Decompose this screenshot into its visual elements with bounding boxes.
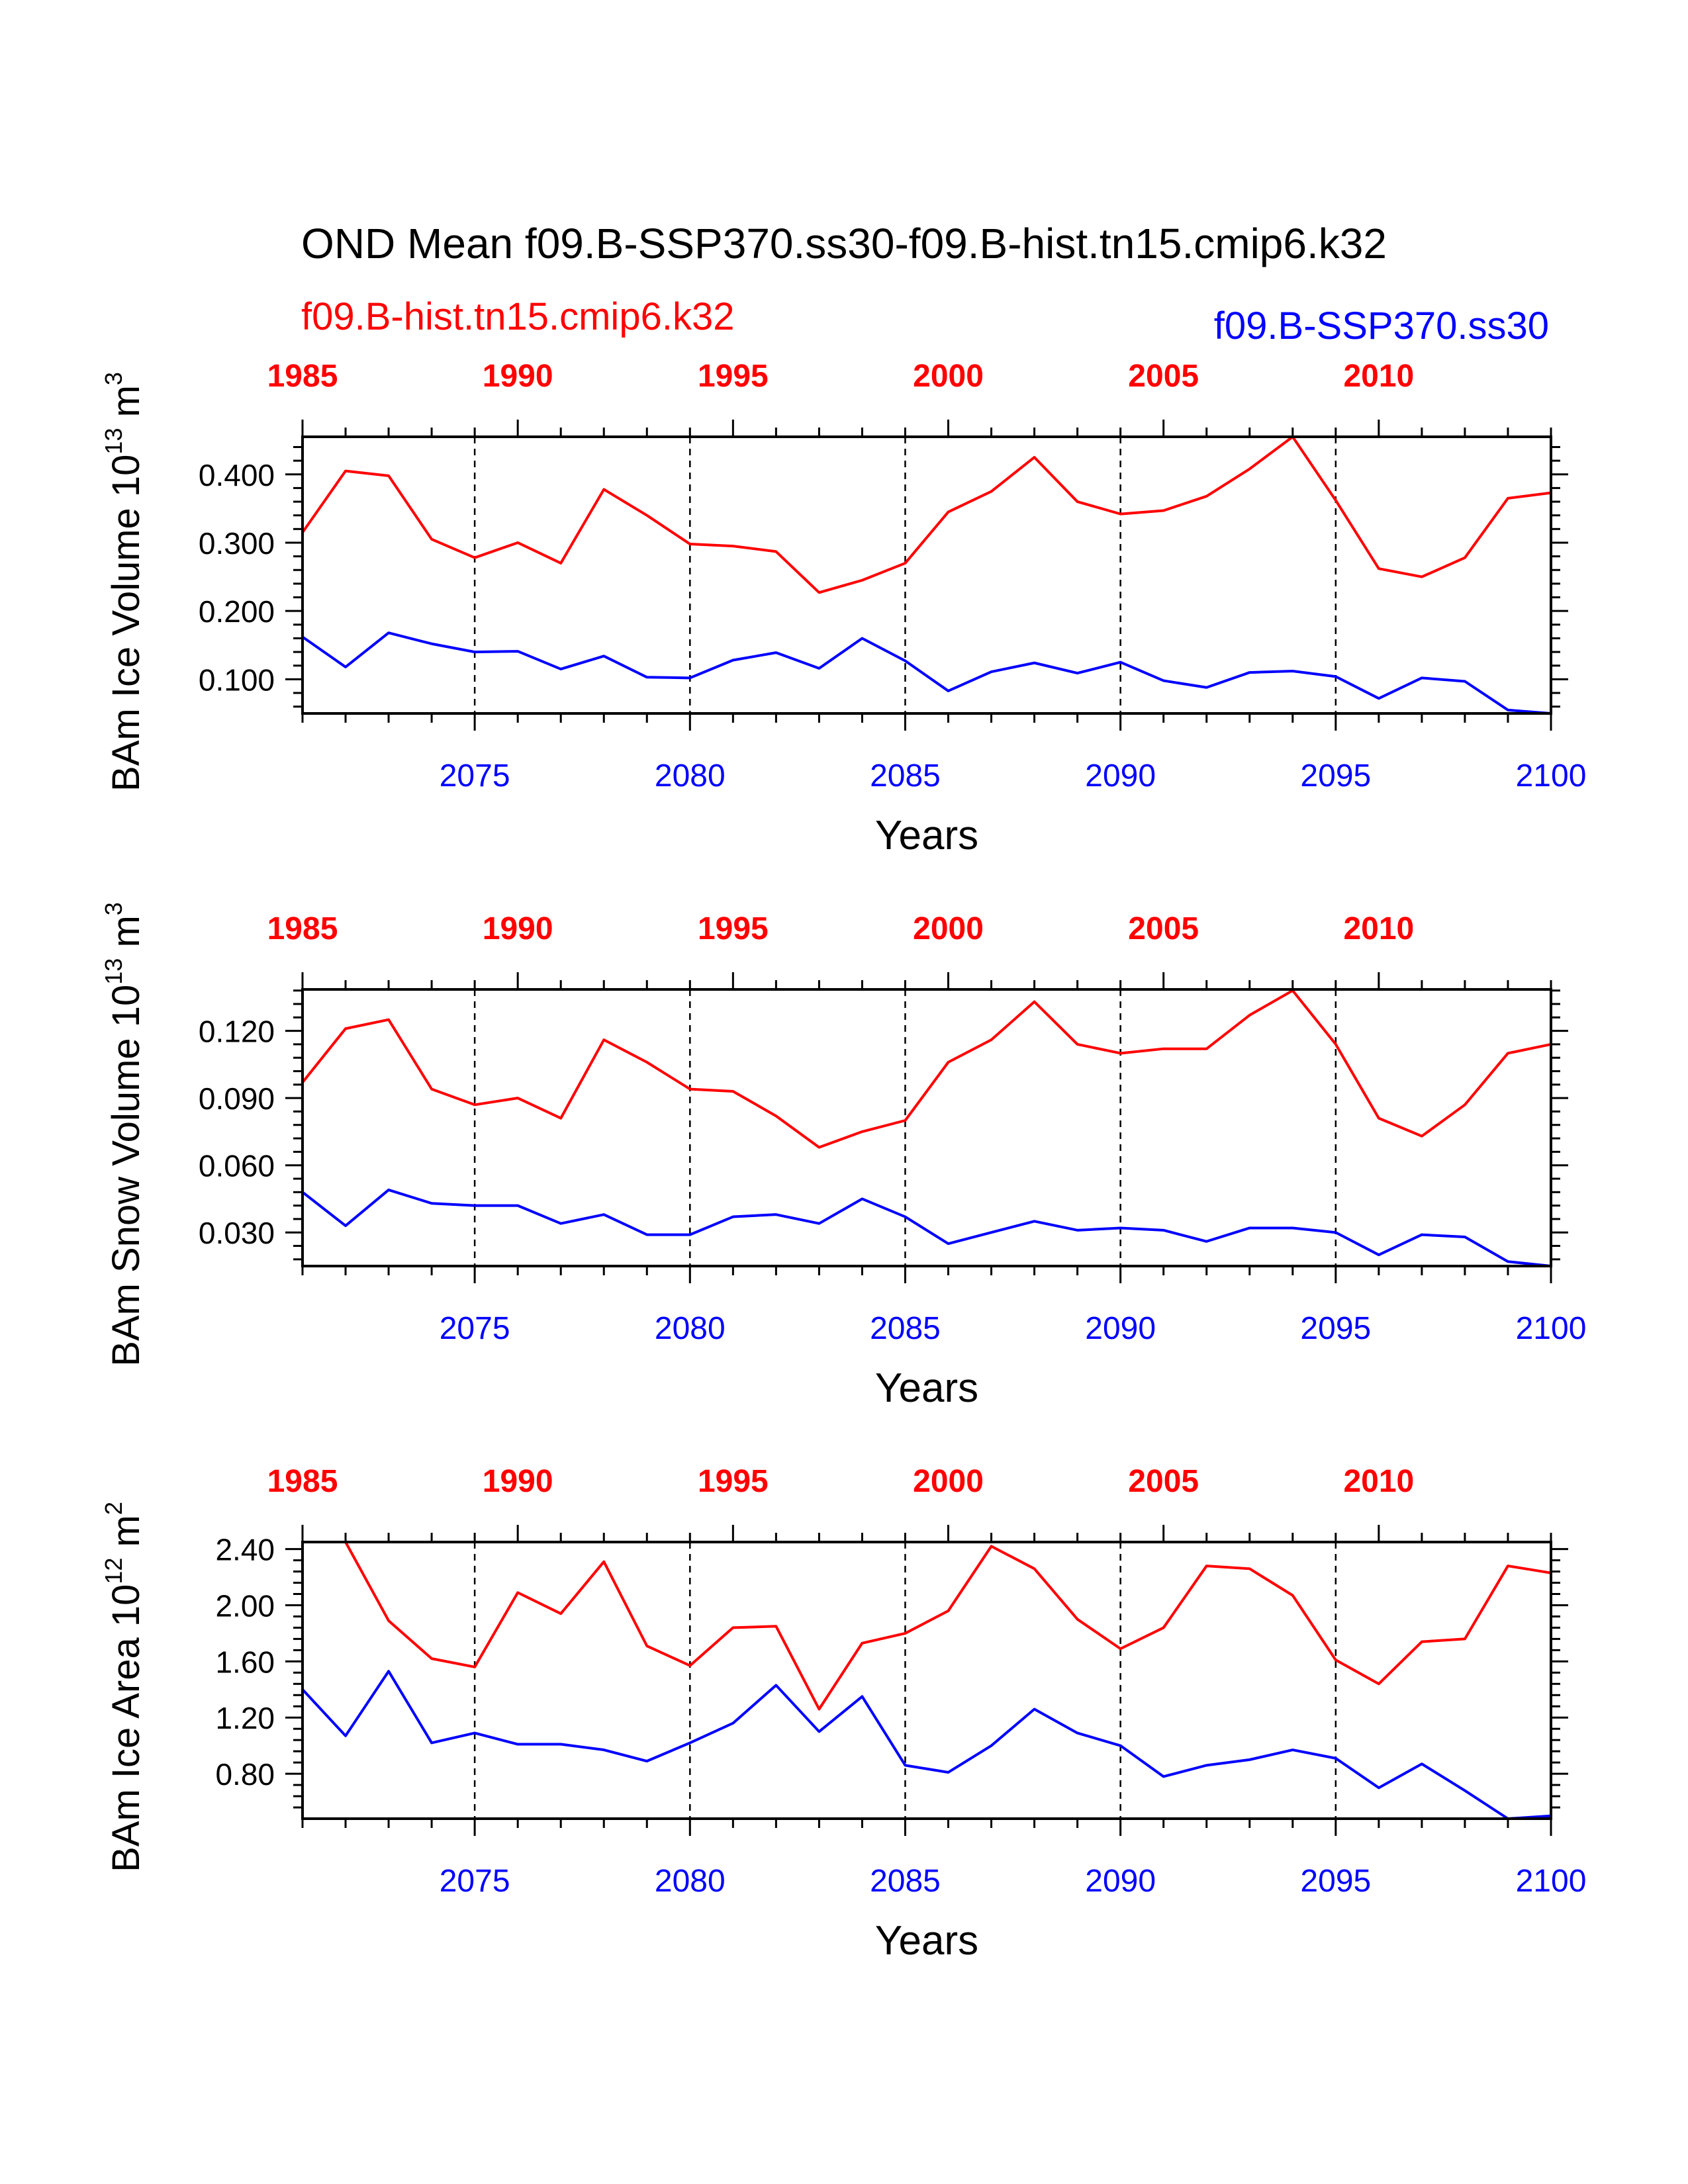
y-tick-label: 0.200 <box>199 594 275 629</box>
panel-ice-volume: 0.100 0.200 0.300 0.400 2075 2080 2085 2090 2095… <box>100 359 1586 858</box>
x-tick-label-ssp: 2090 <box>1085 758 1156 794</box>
x-tick-label-ssp: 2085 <box>870 1311 941 1346</box>
series-line-ssp <box>301 1188 1552 1267</box>
legend-hist-label: f09.B-hist.tn15.cmip6.k32 <box>301 295 734 338</box>
plot-frame <box>301 1541 1552 1820</box>
x-tick-label-ssp: 2085 <box>870 758 941 794</box>
y-tick-label: 0.090 <box>199 1081 275 1116</box>
panel-snow-volume: 0.030 0.060 0.090 0.120 2075 2080 2085 2090 2095… <box>100 902 1586 1411</box>
x-tick-label-hist: 2005 <box>1128 1464 1199 1499</box>
x-tick-label-hist: 2000 <box>913 359 984 394</box>
x-tick-label-hist: 2000 <box>913 911 984 946</box>
series-line-hist <box>301 989 1552 1149</box>
figure-title: OND Mean f09.B-SSP370.ss30-f09.B-hist.tn… <box>301 220 1387 267</box>
x-tick-label-hist: 1985 <box>267 359 338 394</box>
y-axis-title-unit-exp: 2 <box>100 1502 127 1515</box>
y-tick-label: 0.030 <box>199 1216 275 1250</box>
y-tick-label: 1.60 <box>215 1645 275 1679</box>
series-line-hist <box>301 435 1552 594</box>
x-axis-title: Years <box>875 1918 978 1964</box>
y-axis-title-text: BAm Ice Area 10 <box>105 1584 148 1872</box>
y-axis-title-exp: 13 <box>100 428 127 455</box>
series-line-ssp <box>301 631 1552 715</box>
x-tick-label-hist: 1985 <box>267 1464 338 1499</box>
x-tick-label-ssp: 2075 <box>440 1864 510 1899</box>
series-line-hist <box>303 1541 1552 1711</box>
y-tick-label: 0.120 <box>199 1015 275 1049</box>
y-tick-label: 2.00 <box>215 1588 275 1623</box>
x-tick-label-ssp: 2080 <box>655 1311 726 1346</box>
x-tick-label-hist: 1985 <box>267 911 338 946</box>
x-axis-title: Years <box>875 1365 978 1411</box>
y-tick-label: 1.20 <box>215 1701 275 1735</box>
x-tick-label-ssp: 2095 <box>1300 1311 1371 1346</box>
x-tick-label-hist: 1990 <box>483 359 553 394</box>
panel-ice-area: 0.80 1.20 1.60 2.00 2.40 2075 2080 2085 2090 2095… <box>100 1464 1586 1964</box>
y-axis-title-unit: m <box>105 1515 148 1557</box>
y-axis-title: BAm Ice Volume 1013 m3 <box>100 372 148 792</box>
y-tick-label: 2.40 <box>215 1533 275 1567</box>
x-tick-label-hist: 2000 <box>913 1464 984 1499</box>
legend-ssp-label: f09.B-SSP370.ss30 <box>1214 304 1549 347</box>
x-tick-label-hist: 2005 <box>1128 359 1199 394</box>
x-tick-label-hist: 1990 <box>483 1464 553 1499</box>
x-tick-label-ssp: 2095 <box>1300 758 1371 794</box>
y-tick-label: 0.300 <box>199 526 275 561</box>
x-tick-label-ssp: 2095 <box>1300 1864 1371 1899</box>
x-tick-label-hist: 2005 <box>1128 911 1199 946</box>
series-line-ssp <box>301 1670 1552 1820</box>
x-tick-label-ssp: 2085 <box>870 1864 941 1899</box>
y-tick-label: 0.060 <box>199 1149 275 1183</box>
x-axis-title: Years <box>875 813 978 858</box>
x-tick-label-ssp: 2100 <box>1516 1311 1587 1346</box>
y-axis-title-unit: m <box>105 915 148 958</box>
x-tick-label-hist: 1990 <box>483 911 553 946</box>
x-tick-label-ssp: 2090 <box>1085 1864 1156 1899</box>
y-axis-title-text: BAm Snow Volume 10 <box>105 985 148 1367</box>
x-tick-label-hist: 2010 <box>1343 359 1414 394</box>
y-axis-title-exp: 12 <box>100 1558 127 1584</box>
y-tick-label: 0.400 <box>199 458 275 492</box>
x-tick-label-ssp: 2100 <box>1516 758 1587 794</box>
y-axis-title-exp: 13 <box>100 958 127 985</box>
y-axis-title-text: BAm Ice Volume 10 <box>105 455 148 792</box>
x-tick-label-hist: 2010 <box>1343 1464 1414 1499</box>
x-tick-label-ssp: 2090 <box>1085 1311 1156 1346</box>
x-tick-label-ssp: 2075 <box>440 1311 510 1346</box>
x-tick-label-hist: 1995 <box>698 1464 769 1499</box>
y-axis-title-unit-exp: 3 <box>100 372 127 385</box>
x-tick-label-hist: 1995 <box>698 359 769 394</box>
x-tick-label-ssp: 2075 <box>440 758 510 794</box>
x-tick-label-hist: 2010 <box>1343 911 1414 946</box>
x-tick-label-ssp: 2100 <box>1516 1864 1587 1899</box>
x-tick-label-hist: 1995 <box>698 911 769 946</box>
x-tick-label-ssp: 2080 <box>655 1864 726 1899</box>
y-axis-title: BAm Ice Area 1012 m2 <box>100 1502 148 1872</box>
y-axis-title-unit-exp: 3 <box>100 902 127 915</box>
plot-frame <box>301 988 1552 1267</box>
y-axis-title-unit: m <box>105 385 148 428</box>
y-tick-label: 0.100 <box>199 662 275 697</box>
x-tick-label-ssp: 2080 <box>655 758 726 794</box>
plot-frame <box>301 435 1552 715</box>
y-tick-label: 0.80 <box>215 1757 275 1792</box>
y-axis-title: BAm Snow Volume 1013 m3 <box>100 902 148 1367</box>
